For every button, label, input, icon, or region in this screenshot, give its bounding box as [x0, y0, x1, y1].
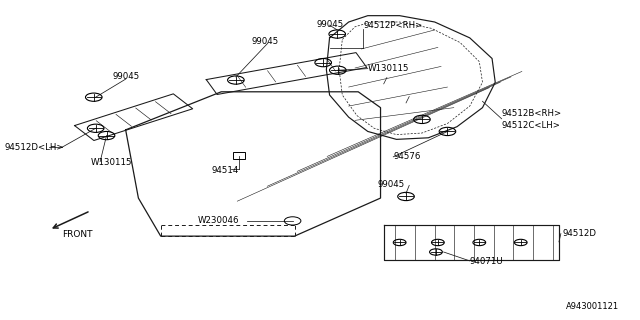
Text: 94576: 94576 — [394, 152, 420, 161]
Text: A943001121: A943001121 — [566, 302, 620, 311]
Text: 94512C<LH>: 94512C<LH> — [502, 121, 561, 130]
Text: 94512P<RH>: 94512P<RH> — [364, 21, 422, 30]
Text: 94512D: 94512D — [562, 229, 596, 238]
Text: 94512D<LH>: 94512D<LH> — [4, 143, 64, 152]
Text: 94512B<RH>: 94512B<RH> — [502, 108, 562, 117]
Text: 99045: 99045 — [252, 36, 279, 45]
Bar — [234, 152, 245, 159]
Text: W130115: W130115 — [91, 158, 132, 167]
Text: 94071U: 94071U — [470, 257, 504, 266]
Text: W230046: W230046 — [198, 216, 239, 225]
Text: W130115: W130115 — [368, 63, 410, 73]
Text: 99045: 99045 — [316, 20, 344, 29]
Text: 94514: 94514 — [212, 166, 239, 175]
Text: 99045: 99045 — [378, 180, 404, 189]
Text: 99045: 99045 — [113, 72, 140, 81]
Text: FRONT: FRONT — [62, 230, 92, 239]
